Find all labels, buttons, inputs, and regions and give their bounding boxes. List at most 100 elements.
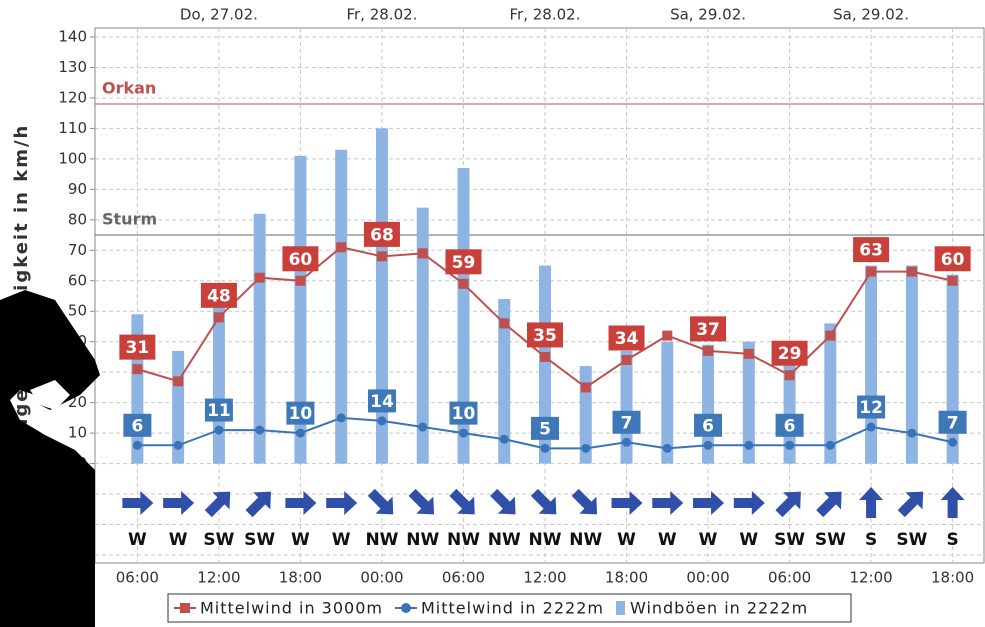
wind-direction: W (617, 530, 636, 550)
value-label: 35 (533, 326, 557, 346)
value-label: 31 (126, 338, 150, 358)
y-tick-label: 130 (58, 58, 87, 76)
legend-box (167, 593, 852, 623)
bar (905, 265, 918, 464)
marker (825, 330, 836, 341)
value-label-box (853, 237, 890, 263)
value-label: 11 (207, 401, 231, 421)
wind-arrow (326, 491, 358, 515)
wind-direction: W (739, 530, 758, 550)
value-label-box (527, 322, 563, 348)
value-label: 14 (370, 392, 394, 412)
wind-arrow (204, 491, 231, 518)
value-label: 60 (289, 250, 313, 270)
marker (540, 351, 550, 362)
bar (539, 265, 551, 464)
wind-arrow (693, 491, 725, 515)
value-label-box (531, 416, 559, 440)
marker (295, 275, 306, 286)
marker (295, 428, 305, 438)
y-tick-label: 10 (68, 424, 87, 442)
x-tick-label: 18:00 (279, 569, 322, 587)
value-label: 6 (131, 416, 143, 436)
wind-arrow (733, 491, 765, 515)
marker (744, 440, 754, 450)
bar (335, 149, 348, 464)
legend-marker (180, 603, 190, 613)
x-tick-label: 12:00 (523, 569, 566, 587)
value-label-box (200, 282, 237, 308)
legend-label: Windböen in 2222m (630, 599, 808, 618)
value-label: 59 (452, 253, 476, 273)
bar (294, 155, 307, 464)
marker (173, 376, 184, 387)
y-tick-label: 80 (68, 210, 87, 228)
wind-direction: W (658, 530, 677, 550)
marker (743, 348, 754, 359)
wind-direction: NW (406, 530, 439, 550)
y-tick-label: 110 (58, 119, 87, 137)
value-label-box (612, 410, 641, 434)
value-label: 63 (859, 241, 883, 261)
marker (499, 434, 509, 444)
x-tick-label: 18:00 (605, 569, 648, 587)
value-label-box (694, 413, 723, 437)
marker (458, 278, 469, 289)
wind-direction: S (865, 530, 877, 550)
value-label: 6 (702, 416, 714, 436)
value-label-box (363, 221, 400, 247)
wind-direction: W (169, 530, 188, 550)
wind-direction: W (332, 530, 351, 550)
marker (621, 354, 632, 365)
value-label: 68 (370, 225, 394, 245)
marker (947, 275, 958, 286)
value-label-box (119, 334, 156, 360)
bar (742, 341, 755, 464)
wind-direction: NW (569, 530, 602, 550)
marker (906, 266, 917, 277)
value-label: 48 (207, 286, 231, 306)
value-label-box (204, 398, 233, 422)
bar (457, 168, 470, 464)
y-tick-label: 120 (58, 88, 87, 106)
marker (907, 428, 917, 438)
x-tick-label: 12:00 (849, 569, 892, 587)
marker (703, 440, 713, 450)
bar (824, 323, 837, 464)
x-tick-label: 06:00 (116, 569, 159, 587)
marker (376, 251, 387, 262)
marker (581, 443, 591, 453)
wind-direction: SW (203, 530, 234, 550)
marker (418, 422, 428, 432)
marker (866, 422, 876, 432)
x-tick-label: 12:00 (197, 569, 240, 587)
y-tick-label: 140 (58, 28, 87, 46)
wind-arrow (652, 491, 684, 515)
wind-direction: SW (815, 530, 846, 550)
value-label-box (445, 249, 482, 275)
y-tick-label: 70 (68, 241, 87, 259)
marker (622, 437, 632, 447)
x-tick-label: 00:00 (686, 569, 729, 587)
value-label: 34 (615, 329, 639, 349)
wind-direction: W (291, 530, 310, 550)
marker (866, 266, 877, 277)
wind-direction: NW (529, 530, 562, 550)
top-tick-label: Sa, 29.02. (833, 6, 909, 24)
bar (375, 128, 388, 464)
reference-label: Sturm (102, 210, 157, 229)
marker (254, 272, 265, 283)
value-label-box (857, 395, 886, 419)
x-tick-label: 18:00 (931, 569, 974, 587)
wind-direction: NW (447, 530, 480, 550)
marker (703, 345, 714, 356)
value-label: 7 (947, 413, 959, 433)
value-label: 60 (941, 250, 965, 270)
silhouette-gap (30, 380, 70, 410)
bar (865, 265, 878, 464)
marker (784, 370, 795, 381)
value-label-box (690, 316, 727, 342)
value-label-box (123, 413, 152, 437)
